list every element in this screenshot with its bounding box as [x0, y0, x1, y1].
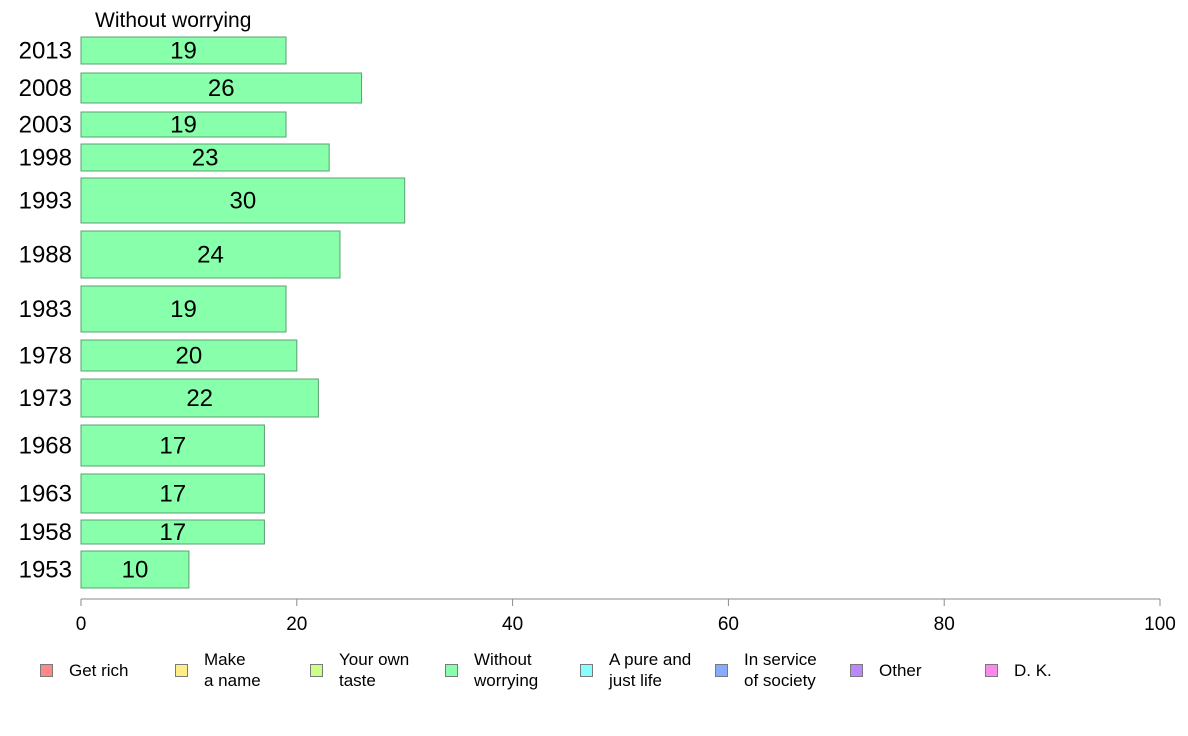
year-label: 1993	[19, 188, 72, 215]
year-label: 1958	[19, 519, 72, 546]
legend-item: D. K.	[985, 648, 1052, 692]
data-label: 17	[159, 519, 186, 546]
bar	[80, 143, 330, 172]
x-tick-label: 100	[1144, 614, 1176, 635]
bar	[80, 230, 341, 279]
legend-label: In service of society	[744, 650, 817, 690]
legend-swatch	[175, 663, 188, 677]
legend-swatch	[40, 663, 53, 677]
legend-swatch	[985, 663, 998, 677]
year-label: 1998	[19, 145, 72, 172]
legend-swatch	[850, 663, 863, 677]
year-label: 1978	[19, 343, 72, 370]
data-label: 17	[159, 481, 186, 508]
legend-item: Your own taste	[310, 648, 409, 692]
legend-swatch	[310, 663, 323, 677]
x-axis: 0 20 40 60 80 100	[76, 598, 1176, 635]
legend-item: A pure and just life	[580, 648, 691, 692]
data-label: 19	[170, 296, 197, 323]
data-label: 10	[122, 557, 149, 584]
bar	[80, 285, 287, 333]
bar	[80, 72, 363, 104]
bar	[80, 36, 287, 65]
legend-label: A pure and just life	[609, 650, 692, 690]
bar	[80, 424, 265, 467]
legend: Get rich Make a name Your own taste Without…	[0, 648, 1188, 698]
x-tick-label: 60	[718, 614, 739, 635]
legend-swatch	[715, 663, 728, 677]
year-label: 2003	[19, 112, 72, 139]
bar	[80, 378, 319, 418]
bar	[80, 550, 190, 589]
legend-item: In service of society	[715, 648, 817, 692]
data-label: 24	[197, 242, 224, 269]
legend-item: Without worrying	[445, 648, 538, 692]
legend-label: Get rich	[69, 660, 129, 680]
legend-label: Make a name	[204, 650, 261, 690]
legend-swatch	[580, 663, 593, 677]
legend-label: Your own taste	[339, 650, 410, 690]
bar	[80, 339, 298, 372]
legend-item: Make a name	[175, 648, 261, 692]
x-tick-label: 0	[76, 614, 87, 635]
year-label: 2013	[19, 38, 72, 65]
data-label: 26	[208, 75, 235, 102]
data-label: 19	[170, 112, 197, 139]
year-label: 1968	[19, 433, 72, 460]
data-label: 23	[192, 145, 219, 172]
x-tick-label: 20	[286, 614, 307, 635]
year-label: 1973	[19, 385, 72, 412]
data-label: 20	[176, 343, 203, 370]
legend-label: D. K.	[1014, 660, 1052, 680]
bar	[80, 177, 406, 224]
x-tick-label: 80	[934, 614, 955, 635]
panel-title: Without worrying	[95, 9, 251, 32]
legend-item: Get rich	[40, 648, 129, 692]
legend-swatch	[445, 663, 458, 677]
year-label: 1983	[19, 296, 72, 323]
bar	[80, 473, 265, 514]
data-label: 30	[229, 188, 256, 215]
year-label: 1963	[19, 481, 72, 508]
legend-label: Without worrying	[474, 650, 539, 690]
bar	[80, 111, 287, 138]
data-label: 22	[186, 385, 213, 412]
year-label: 1988	[19, 242, 72, 269]
year-label: 1953	[19, 557, 72, 584]
data-label: 17	[159, 433, 186, 460]
legend-label: Other	[879, 660, 922, 680]
legend-item: Other	[850, 648, 922, 692]
year-label: 2008	[19, 75, 72, 102]
x-tick-label: 40	[502, 614, 523, 635]
bars-layer: 2013 19 2008 26 2003 19 1998 23 1993 30 1988 24 1983…	[19, 36, 406, 589]
data-label: 19	[170, 38, 197, 65]
bar	[80, 519, 265, 545]
